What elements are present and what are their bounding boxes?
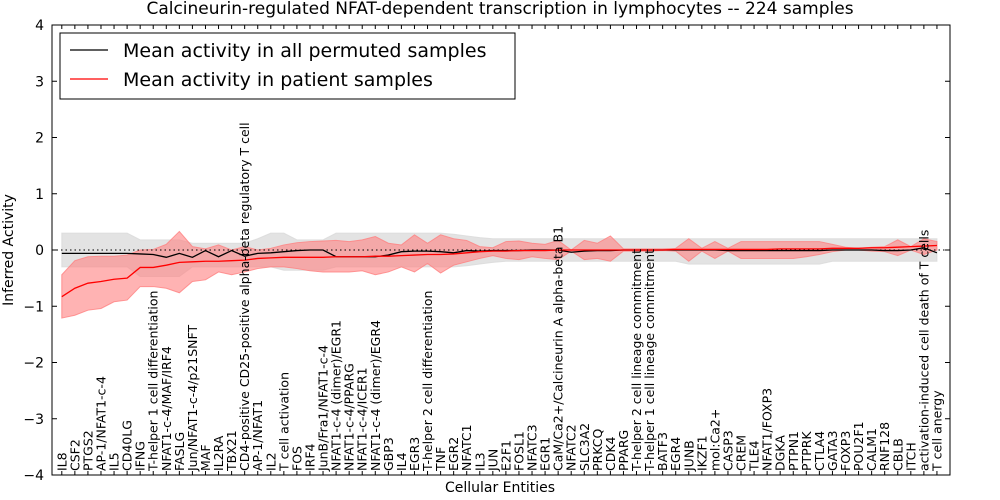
x-tick-label: AP-1/NFAT1-c-4 [93,376,108,471]
x-tick-label: CD4-positive CD25-positive alpha-beta re… [237,122,252,471]
x-tick-label: IL4 [394,452,409,471]
y-tick-label: −2 [23,356,44,372]
chart-title: Calcineurin-regulated NFAT-dependent tra… [146,0,853,19]
y-tick-label: −3 [23,412,44,428]
x-tick-label: CaM/Ca2+/Calcineurin A alpha-beta B1 [551,226,566,471]
x-tick-label: POU2F1 [851,421,866,471]
x-tick-label: NFATC3 [525,424,540,471]
x-tick-label: FOS [289,446,304,471]
x-tick-label: PPARG [616,430,631,471]
x-tick-label: NFAT1-c-4/ICER1 [355,367,370,471]
x-tick-label: PRKCQ [590,429,605,471]
x-tick-label: CALM1 [864,428,879,471]
x-tick-label: T-helper 2 cell differentiation [420,291,435,472]
y-tick-label: −1 [23,299,44,315]
x-tick-label: NFAT1-c-4 (dimer)/EGR1 [329,320,344,471]
x-tick-label: T cell activation [276,372,291,472]
x-tick-label: AP-1/NFAT1 [250,400,265,471]
x-tick-label: MAF [198,444,213,471]
x-tick-label: E2F1 [498,440,513,471]
x-tick-label: TNF [433,447,448,472]
x-axis-label: Cellular Entities [445,480,555,496]
x-tick-label: T-helper 1 cell differentiation [146,291,161,472]
x-tick-label: TLE4 [747,441,762,472]
y-tick-label: 2 [35,131,44,147]
y-tick-label: 1 [35,187,44,203]
legend-label-patient: Mean activity in patient samples [123,69,433,91]
x-tick-label: NFAT1-c-4 (dimer)/EGR4 [368,320,383,471]
x-tick-label: NFAT1-c-4/MAF/IRF4 [159,346,174,471]
x-tick-label: TBX21 [224,430,239,472]
x-tick-label: JunB/Fra1/NFAT1-c-4 [316,345,331,472]
x-tick-label: CTLA4 [812,431,827,471]
x-tick-label: NFAT1-c-4/PPARG [342,363,357,471]
x-tick-label: T-helper 2 cell lineage commitment [629,249,644,472]
x-tick-label: IL8 [54,452,69,471]
x-tick-label: mol:Ca2+ [707,409,722,471]
x-tick-label: IL5 [107,452,122,471]
x-tick-label: NFAT1/FOXP3 [760,388,775,471]
x-tick-label: Jun/NFAT1-c-4/p21SNFT [185,325,200,472]
y-tick-label: 0 [35,243,44,259]
x-tick-label: IFNG [133,441,148,471]
x-tick-label: EGR2 [446,437,461,471]
line-patient [61,244,937,298]
x-tick-label: IRF4 [302,443,317,471]
x-tick-label: PTPRK [799,431,814,471]
x-tick-label: IL2 [263,452,278,471]
y-tick-label: 3 [35,74,44,90]
x-tick-label: FOSL1 [511,431,526,471]
x-tick-label: SLC3A2 [577,423,592,471]
x-tick-label: NFATC2 [564,424,579,471]
x-tick-label: CBLB [890,438,905,471]
confidence-bands [61,230,938,319]
x-tick-label: CDK4 [603,436,618,471]
x-tick-label: GBP3 [381,437,396,471]
legend: Mean activity in all permuted samples Me… [59,32,516,100]
x-tick-label: RNF128 [877,422,892,471]
legend-label-permuted: Mean activity in all permuted samples [123,40,486,62]
x-tick-label: JUNB [681,440,696,472]
x-tick-label: EGR1 [538,437,553,471]
x-tick-label: DGKA [773,435,788,471]
x-tick-label: FOXP3 [838,431,853,471]
x-tick-label: CSF2 [67,439,82,471]
x-tick-label: JUN [485,449,500,472]
x-tick-label: T-helper 1 cell lineage commitment [642,249,657,472]
x-tick-label: FASLG [172,432,187,471]
x-tick-label: PTPN1 [786,431,801,471]
x-tick-labels: IL8CSF2PTGS2AP-1/NFAT1-c-4IL5CD40LGIFNGT… [54,25,944,475]
y-axis-label: Inferred Activity [1,194,17,306]
series-lines [61,244,938,298]
x-tick-label: ITCH [903,442,918,471]
x-tick-label: CD40LG [120,420,135,471]
band-patient [61,230,938,319]
x-tick-label: IL2RA [211,435,226,471]
y-tick-label: 4 [35,18,44,34]
x-tick-label: IL3 [472,452,487,471]
y-tick-label: −4 [23,468,44,484]
legend-box [59,32,516,100]
x-tick-label: BATF3 [655,432,670,471]
x-tick-label: T cell anergy [929,390,944,472]
plot-frame [51,24,951,476]
x-tick-label: CASP3 [720,430,735,471]
x-tick-label: NFATC1 [459,424,474,471]
x-tick-label: PTGS2 [80,430,95,471]
x-tick-label: EGR3 [407,437,422,471]
x-tick-label: CREM [734,435,749,471]
x-tick-label: EGR4 [668,437,683,471]
x-tick-label: GATA3 [825,431,840,471]
x-tick-label: activation-induced cell death of T cells [916,230,931,471]
x-tick-label: IKZF1 [694,435,709,471]
